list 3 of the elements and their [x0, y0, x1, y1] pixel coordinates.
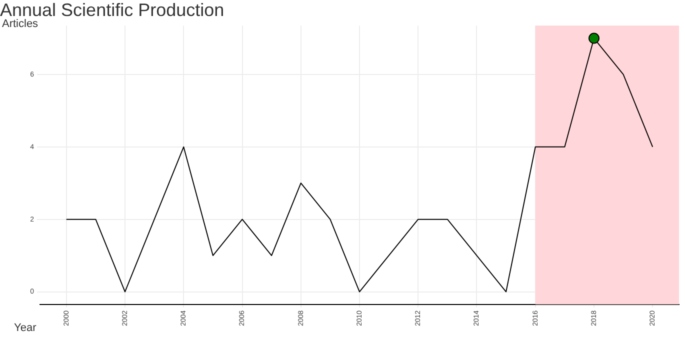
chart-title: Annual Scientific Production — [0, 0, 224, 20]
y-axis-title: Articles — [2, 18, 38, 30]
x-axis-title: Year — [14, 322, 36, 334]
